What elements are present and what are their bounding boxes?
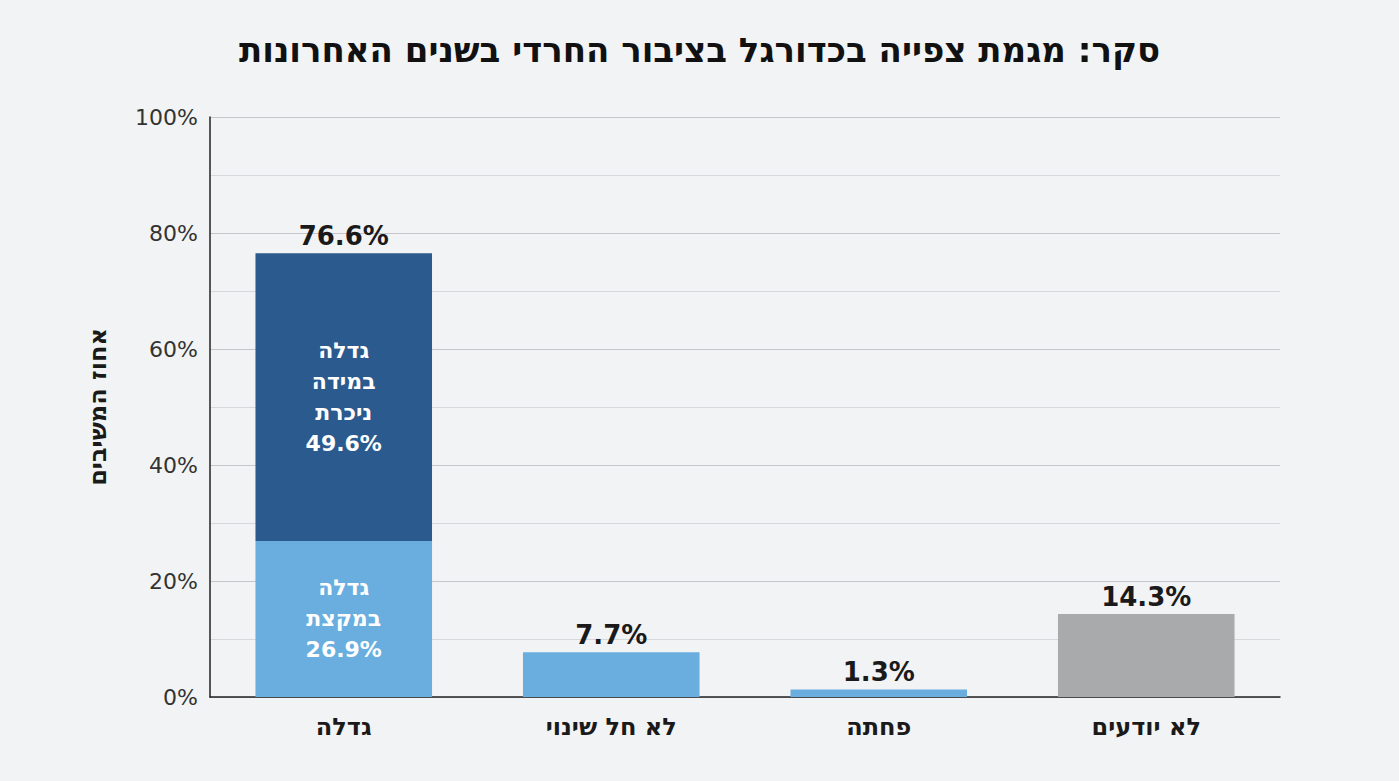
svg-text:סקר: מגמת צפייה בכדורגל בציבור: סקר: מגמת צפייה בכדורגל בציבור החרדי בשנ… bbox=[239, 30, 1160, 70]
svg-text:40%: 40% bbox=[149, 453, 198, 478]
svg-text:14.3%: 14.3% bbox=[1101, 582, 1191, 612]
svg-text:60%: 60% bbox=[149, 337, 198, 362]
svg-text:אחוז המשיבים: אחוז המשיבים bbox=[84, 328, 112, 486]
svg-text:1.3%: 1.3% bbox=[843, 657, 915, 687]
svg-text:0%: 0% bbox=[163, 685, 198, 710]
svg-text:גדלה: גדלה bbox=[316, 713, 372, 741]
svg-text:76.6%: 76.6% bbox=[299, 221, 389, 251]
svg-text:26.9%: 26.9% bbox=[306, 637, 382, 662]
svg-text:לא יודעים: לא יודעים bbox=[1091, 713, 1201, 741]
svg-text:פחתה: פחתה bbox=[846, 713, 911, 741]
svg-text:גדלה: גדלה bbox=[318, 575, 369, 600]
svg-text:20%: 20% bbox=[149, 569, 198, 594]
svg-text:100%: 100% bbox=[135, 105, 198, 130]
svg-text:לא חל שינוי: לא חל שינוי bbox=[546, 713, 677, 741]
svg-text:ניכרת: ניכרת bbox=[315, 400, 372, 425]
svg-text:במקצת: במקצת bbox=[306, 606, 381, 631]
svg-text:גדלה: גדלה bbox=[318, 338, 369, 363]
svg-text:49.6%: 49.6% bbox=[306, 431, 382, 456]
svg-text:7.7%: 7.7% bbox=[575, 620, 647, 650]
svg-text:80%: 80% bbox=[149, 221, 198, 246]
svg-text:במידה: במידה bbox=[312, 369, 376, 394]
